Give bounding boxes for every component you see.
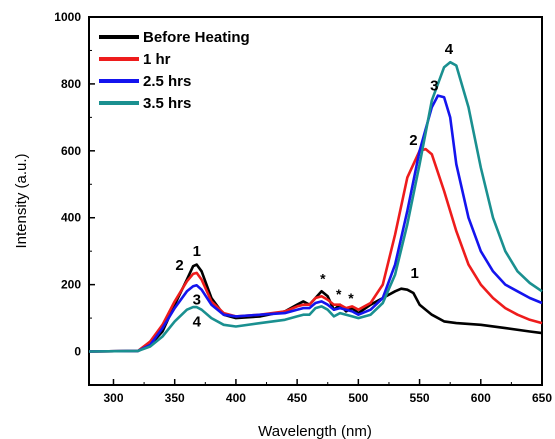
y-axis-label: Intensity (a.u.) xyxy=(13,153,30,248)
x-tick-label: 400 xyxy=(226,391,246,405)
x-axis-ticks: 300 350 400 450 500 550 600 650 xyxy=(103,379,552,405)
y-tick-label: 1000 xyxy=(54,10,81,24)
x-tick-label: 300 xyxy=(103,391,123,405)
y-axis-ticks: 0 200 400 600 800 1000 xyxy=(54,10,95,386)
x-tick-label: 450 xyxy=(287,391,307,405)
legend-label: Before Heating xyxy=(143,29,250,46)
x-tick-label: 600 xyxy=(471,391,491,405)
peak-annotation: * xyxy=(336,286,342,302)
plot-frame xyxy=(88,16,543,386)
peak-annotation: 2 xyxy=(175,257,183,274)
legend: Before Heating 1 hr 2.5 hrs 3.5 hrs xyxy=(99,29,250,112)
peak-annotation: * xyxy=(348,290,354,306)
y-tick-label: 800 xyxy=(61,77,81,91)
peak-annotation: 2 xyxy=(409,132,417,149)
peak-annotation: * xyxy=(320,271,326,287)
peak-annotation: 3 xyxy=(430,78,438,95)
y-tick-label: 400 xyxy=(61,211,81,225)
y-tick-label: 0 xyxy=(74,345,81,359)
series-lines xyxy=(88,60,543,353)
series-line-2 xyxy=(88,94,543,353)
peak-annotation: 4 xyxy=(193,313,202,330)
x-tick-label: 500 xyxy=(348,391,368,405)
series-line-0 xyxy=(88,263,543,353)
peak-annotation: 3 xyxy=(193,292,201,309)
legend-label: 2.5 hrs xyxy=(143,73,191,90)
y-tick-label: 600 xyxy=(61,144,81,158)
y-tick-label: 200 xyxy=(61,278,81,292)
x-tick-label: 650 xyxy=(532,391,552,405)
series-line-1 xyxy=(88,147,543,353)
peak-annotation: 1 xyxy=(193,243,201,260)
x-tick-label: 350 xyxy=(165,391,185,405)
x-axis-label: Wavelength (nm) xyxy=(258,423,372,439)
series-line-3 xyxy=(88,60,543,353)
x-tick-label: 550 xyxy=(410,391,430,405)
peak-annotation: 4 xyxy=(445,41,454,58)
legend-label: 1 hr xyxy=(143,51,171,68)
legend-label: 3.5 hrs xyxy=(143,95,191,112)
peak-annotation: 1 xyxy=(410,265,418,282)
